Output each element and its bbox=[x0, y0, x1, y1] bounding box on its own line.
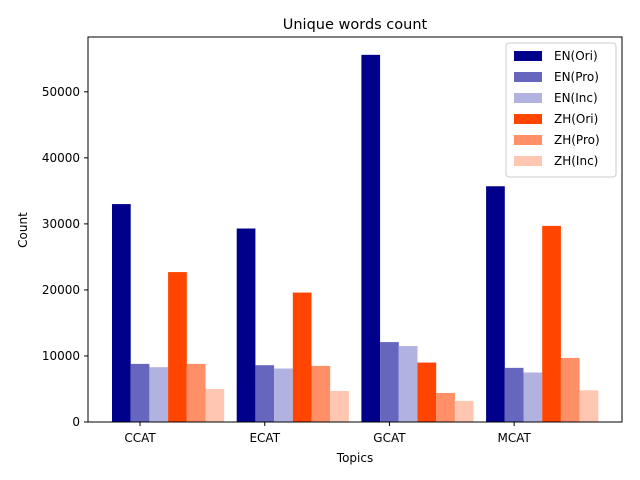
ticks-group: 0 10000 20000 30000 40000 50000 CCAT ECAT GCAT MC… bbox=[42, 85, 532, 445]
legend-swatch-6 bbox=[514, 156, 542, 166]
bar-mcat-3 bbox=[523, 372, 543, 422]
legend-swatch-4 bbox=[514, 114, 542, 124]
bar-mcat-5 bbox=[560, 357, 580, 422]
y-tick-label: 40000 bbox=[42, 151, 80, 165]
bar-gcat-5 bbox=[436, 392, 455, 422]
bar-gcat-4 bbox=[417, 362, 437, 422]
bar-ccat-3 bbox=[149, 367, 169, 422]
legend-swatch-5 bbox=[514, 135, 542, 145]
legend-label-2: EN(Pro) bbox=[554, 70, 599, 84]
bar-ccat-4 bbox=[168, 272, 187, 422]
x-tick-label-mcat: MCAT bbox=[497, 431, 531, 445]
bar-gcat-1 bbox=[361, 54, 381, 422]
legend-label-6: ZH(Inc) bbox=[554, 154, 598, 168]
bar-ecat-2 bbox=[255, 365, 275, 422]
bar-ecat-3 bbox=[274, 368, 293, 422]
legend-label-5: ZH(Pro) bbox=[554, 133, 600, 147]
bar-mcat-4 bbox=[542, 225, 561, 422]
x-axis-title: Topics bbox=[336, 451, 373, 465]
bar-mcat-6 bbox=[579, 390, 599, 422]
axes-group bbox=[87, 36, 623, 423]
chart-title: Unique words count bbox=[283, 17, 428, 33]
x-tick-label-gcat: GCAT bbox=[373, 431, 406, 445]
bar-ccat-1 bbox=[112, 204, 131, 422]
bar-gcat-6 bbox=[454, 400, 474, 422]
x-tick-label-ecat: ECAT bbox=[249, 431, 280, 445]
y-tick-label: 10000 bbox=[42, 349, 80, 363]
y-axis-title: Count bbox=[16, 212, 30, 248]
bar-mcat-2 bbox=[504, 367, 524, 422]
y-tick-label: 0 bbox=[72, 415, 80, 429]
legend-label-3: EN(Inc) bbox=[554, 91, 598, 105]
bar-ecat-6 bbox=[330, 390, 349, 422]
legend: EN(Ori) EN(Pro) EN(Inc) ZH(Ori) ZH(Pro) ZH(In… bbox=[505, 42, 617, 178]
legend-label-4: ZH(Ori) bbox=[554, 112, 598, 126]
y-tick-label: 30000 bbox=[42, 217, 80, 231]
bar-ccat-2 bbox=[130, 363, 150, 422]
plot-frame bbox=[87, 36, 623, 423]
bar-ecat-1 bbox=[236, 228, 256, 422]
legend-swatch-3 bbox=[514, 93, 542, 103]
bars-group bbox=[112, 54, 599, 422]
bar-gcat-3 bbox=[398, 346, 418, 422]
y-tick-label: 20000 bbox=[42, 283, 80, 297]
bar-ecat-5 bbox=[311, 365, 331, 422]
legend-label-1: EN(Ori) bbox=[554, 49, 598, 63]
bar-ccat-5 bbox=[186, 363, 206, 422]
bar-mcat-1 bbox=[486, 186, 505, 422]
legend-swatch-2 bbox=[514, 72, 542, 82]
bar-gcat-2 bbox=[380, 342, 399, 422]
bar-ccat-6 bbox=[205, 388, 225, 422]
bar-ecat-4 bbox=[292, 292, 312, 422]
x-tick-label-ccat: CCAT bbox=[124, 431, 156, 445]
y-tick-label: 50000 bbox=[42, 85, 80, 99]
legend-swatch-1 bbox=[514, 51, 542, 61]
